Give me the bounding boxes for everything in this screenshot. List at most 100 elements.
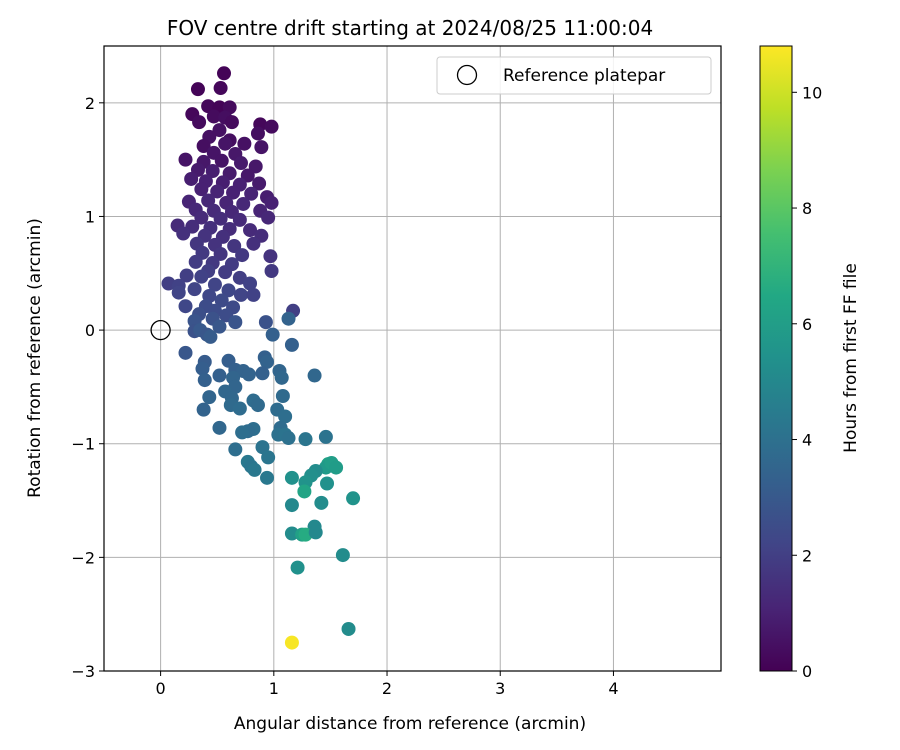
data-point bbox=[284, 337, 299, 352]
data-point bbox=[241, 367, 256, 382]
data-point bbox=[346, 491, 361, 506]
data-point bbox=[203, 329, 218, 344]
data-point bbox=[261, 210, 276, 225]
data-point bbox=[221, 283, 236, 298]
y-tick-label: 1 bbox=[85, 207, 95, 226]
colorbar-tick-label: 4 bbox=[802, 431, 812, 450]
legend: Reference platepar bbox=[436, 56, 712, 95]
data-point bbox=[196, 139, 211, 153]
data-point bbox=[320, 476, 335, 491]
data-point bbox=[178, 345, 193, 360]
data-point bbox=[224, 115, 239, 130]
data-point bbox=[243, 223, 258, 238]
data-point bbox=[192, 115, 207, 130]
grid bbox=[104, 46, 721, 672]
data-point bbox=[281, 431, 296, 446]
data-point bbox=[201, 193, 216, 208]
colorbar-tick-label: 8 bbox=[802, 199, 812, 218]
data-point bbox=[236, 196, 251, 211]
data-point bbox=[212, 123, 227, 138]
data-point bbox=[188, 254, 203, 269]
colorbar-tick-label: 0 bbox=[802, 662, 812, 681]
data-point bbox=[237, 136, 252, 151]
data-point bbox=[297, 484, 312, 499]
data-point bbox=[205, 164, 220, 178]
data-point bbox=[265, 327, 280, 342]
data-point bbox=[228, 315, 243, 330]
data-point bbox=[260, 354, 275, 369]
data-point bbox=[228, 442, 243, 457]
y-axis-label: Rotation from reference (arcmin) bbox=[25, 218, 45, 498]
data-point bbox=[278, 409, 293, 424]
data-point bbox=[248, 159, 263, 174]
data-point bbox=[290, 560, 305, 575]
data-point bbox=[298, 432, 313, 447]
data-point bbox=[197, 373, 212, 388]
data-point bbox=[341, 621, 356, 636]
data-point bbox=[308, 525, 323, 540]
data-point bbox=[255, 366, 270, 381]
colorbar-ticks: 0 2 4 6 8 10 bbox=[792, 83, 822, 681]
data-point bbox=[275, 389, 290, 403]
data-point bbox=[335, 548, 350, 563]
data-point bbox=[226, 185, 241, 200]
data-point bbox=[246, 287, 261, 302]
data-point bbox=[202, 390, 217, 405]
x-axis-ticks: 0 1 2 3 4 bbox=[156, 671, 619, 698]
legend-box bbox=[436, 56, 712, 95]
data-point bbox=[329, 460, 344, 475]
data-point bbox=[176, 226, 191, 241]
data-point bbox=[307, 368, 322, 383]
data-point bbox=[314, 495, 329, 510]
data-point bbox=[194, 269, 209, 284]
data-point bbox=[178, 299, 193, 314]
data-point bbox=[232, 212, 247, 227]
data-point bbox=[255, 440, 270, 455]
data-point bbox=[178, 152, 193, 167]
y-axis-ticks: −3 −2 −1 0 1 2 bbox=[71, 94, 104, 681]
data-point bbox=[214, 153, 229, 168]
legend-marker bbox=[456, 64, 478, 86]
data-point bbox=[261, 450, 276, 465]
data-point bbox=[210, 184, 225, 199]
colorbar-tick-label: 2 bbox=[802, 546, 812, 565]
data-point bbox=[187, 282, 202, 297]
data-point bbox=[213, 81, 228, 96]
data-point bbox=[214, 293, 229, 308]
y-tick-label: −1 bbox=[71, 435, 95, 454]
data-point bbox=[233, 156, 248, 171]
data-point bbox=[207, 277, 222, 292]
chart-title: FOV centre drift starting at 2024/08/25 … bbox=[167, 16, 653, 40]
data-point bbox=[250, 126, 265, 141]
data-point bbox=[281, 311, 296, 326]
data-point bbox=[184, 171, 199, 186]
data-point bbox=[235, 425, 250, 440]
data-point bbox=[179, 268, 194, 283]
data-point bbox=[232, 401, 247, 416]
data-point bbox=[190, 82, 205, 97]
colorbar-tick-label: 6 bbox=[802, 315, 812, 334]
data-point bbox=[264, 264, 279, 278]
x-tick-label: 1 bbox=[269, 679, 279, 698]
data-point bbox=[263, 249, 278, 264]
data-points bbox=[161, 66, 361, 650]
colorbar-label: Hours from first FF file bbox=[841, 263, 861, 453]
data-point bbox=[318, 429, 333, 444]
data-point bbox=[213, 211, 228, 226]
data-point bbox=[284, 526, 299, 541]
colorbar: 0 2 4 6 8 10 Hours from first FF file bbox=[759, 45, 861, 681]
data-point bbox=[232, 270, 247, 285]
data-point bbox=[274, 370, 289, 385]
y-tick-label: −3 bbox=[71, 662, 95, 681]
data-point bbox=[243, 276, 258, 291]
data-point bbox=[212, 368, 227, 383]
data-point bbox=[240, 168, 255, 183]
colorbar-tick-label: 10 bbox=[802, 83, 822, 102]
data-point bbox=[260, 470, 275, 485]
data-point bbox=[171, 285, 186, 300]
data-point bbox=[258, 315, 273, 330]
x-tick-label: 2 bbox=[382, 679, 392, 698]
data-point bbox=[246, 236, 261, 251]
data-point bbox=[212, 319, 227, 334]
